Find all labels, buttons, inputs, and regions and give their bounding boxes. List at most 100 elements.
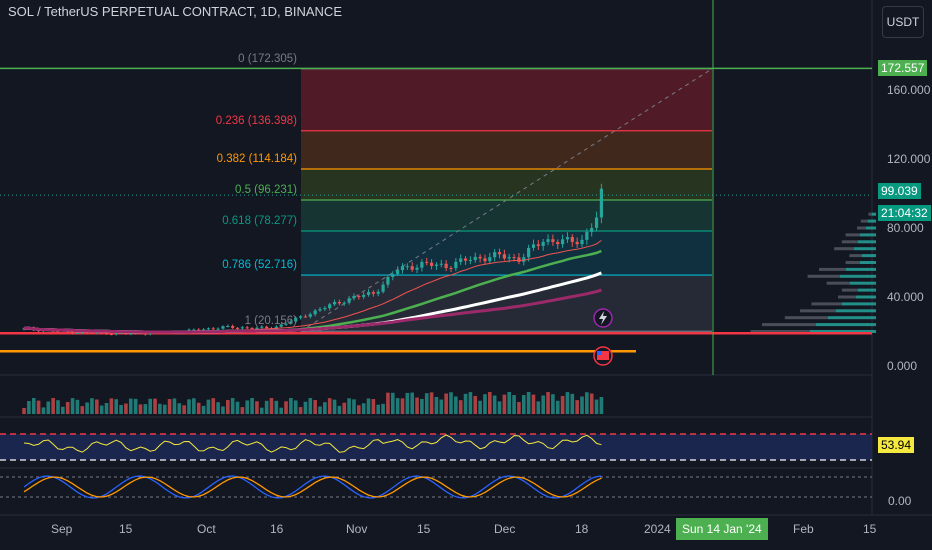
volume-bar (308, 398, 313, 414)
volume-profile-bar (841, 288, 858, 292)
volume-profile-bar (854, 247, 876, 251)
volume-bar (269, 398, 274, 414)
volume-bar (473, 395, 478, 414)
volume-bar (284, 401, 288, 414)
volume-profile-bar (850, 281, 876, 285)
volume-bar (303, 401, 308, 414)
candle-body (80, 331, 84, 333)
candle-body (129, 333, 133, 335)
candle-body (114, 332, 118, 335)
candle-body (226, 325, 230, 327)
volume-profile-bar (816, 323, 876, 327)
volume-bar (512, 395, 516, 414)
volume-bar (468, 392, 473, 414)
currency-button[interactable]: USDT (882, 6, 924, 38)
volume-profile-bar (858, 288, 876, 292)
volume-bar (245, 400, 250, 414)
volume-bar (226, 400, 230, 414)
volume-bar (41, 407, 46, 414)
candle-body (454, 261, 458, 269)
volume-bar (36, 400, 41, 414)
candle-body (507, 257, 511, 259)
volume-bar (594, 399, 599, 414)
price-tick-label: 80.000 (887, 221, 924, 235)
rsi-band (0, 434, 872, 460)
volume-bar (104, 402, 109, 414)
candle-body (75, 332, 80, 334)
volume-bar (580, 396, 584, 414)
candle-body (497, 252, 502, 255)
volume-bar (376, 404, 381, 414)
volume-bar (555, 400, 560, 414)
volume-profile-bar (860, 219, 868, 223)
candle-body (444, 263, 448, 269)
candle-body (594, 217, 599, 228)
fib-zone-0.786 (301, 275, 712, 332)
candle-body (143, 333, 147, 335)
candle-body (90, 332, 94, 334)
price-tick-label: 160.000 (887, 83, 931, 97)
candle-body (459, 258, 463, 262)
volume-bar (546, 392, 550, 414)
volume-profile-bar (811, 302, 842, 306)
volume-bar (352, 399, 356, 414)
volume-bar (386, 392, 390, 414)
volume-bar (196, 402, 201, 414)
volume-bar (90, 398, 94, 414)
candle-body (599, 188, 604, 218)
candle-body (294, 317, 298, 322)
candle-body (400, 266, 405, 271)
candle-body (119, 332, 123, 334)
volume-bar (483, 394, 487, 414)
volume-profile-bar (840, 274, 876, 278)
time-tick-label: 16 (270, 522, 284, 536)
volume-bar (454, 396, 458, 414)
crosshair-price-tag: 172.557 (878, 60, 928, 76)
volume-bar (415, 397, 419, 414)
fib-label-0-618: 0.618 (78.277) (222, 214, 297, 227)
volume-profile-bar (762, 323, 816, 327)
volume-profile-bar (849, 254, 862, 258)
candle-body (265, 326, 269, 329)
candle-body (308, 314, 312, 317)
volume-bar (75, 399, 80, 414)
fib-label-0: 0 (172.305) (238, 52, 297, 65)
candle-body (396, 270, 400, 275)
rsi-value-tag: 53.94 (878, 437, 915, 453)
volume-bar (172, 398, 177, 414)
us-flag-icon (597, 351, 609, 360)
candle-body (488, 257, 492, 262)
volume-bar (589, 393, 594, 414)
candle-body (231, 325, 235, 328)
volume-bar (250, 398, 254, 414)
volume-bar (497, 401, 502, 414)
volume-bar (264, 400, 269, 414)
volume-bar (221, 406, 225, 414)
volume-bar (357, 405, 361, 414)
volume-profile-bar (819, 267, 846, 271)
candle-body (192, 329, 196, 331)
candle-body (376, 291, 380, 294)
volume-bar (128, 398, 133, 414)
volume-bar (337, 405, 342, 414)
volume-bar (585, 392, 589, 414)
volume-bar (327, 398, 332, 414)
volume-bar (541, 395, 545, 414)
volume-profile-bar (826, 281, 850, 285)
volume-bar (449, 392, 453, 414)
candle-body (318, 309, 322, 311)
candle-body (478, 256, 482, 259)
candle-body (405, 266, 409, 268)
volume-bar (463, 393, 468, 414)
candle-body (298, 316, 303, 318)
candle-body (585, 231, 589, 240)
candle-body (381, 284, 385, 292)
countdown-tag: 21:04:32 (878, 205, 931, 221)
candle-body (352, 296, 356, 299)
time-tick-label: 15 (417, 522, 431, 536)
candle-body (517, 257, 521, 262)
volume-profile-bar (845, 233, 860, 237)
volume-profile-bar (856, 295, 876, 299)
candle-body (104, 332, 109, 335)
